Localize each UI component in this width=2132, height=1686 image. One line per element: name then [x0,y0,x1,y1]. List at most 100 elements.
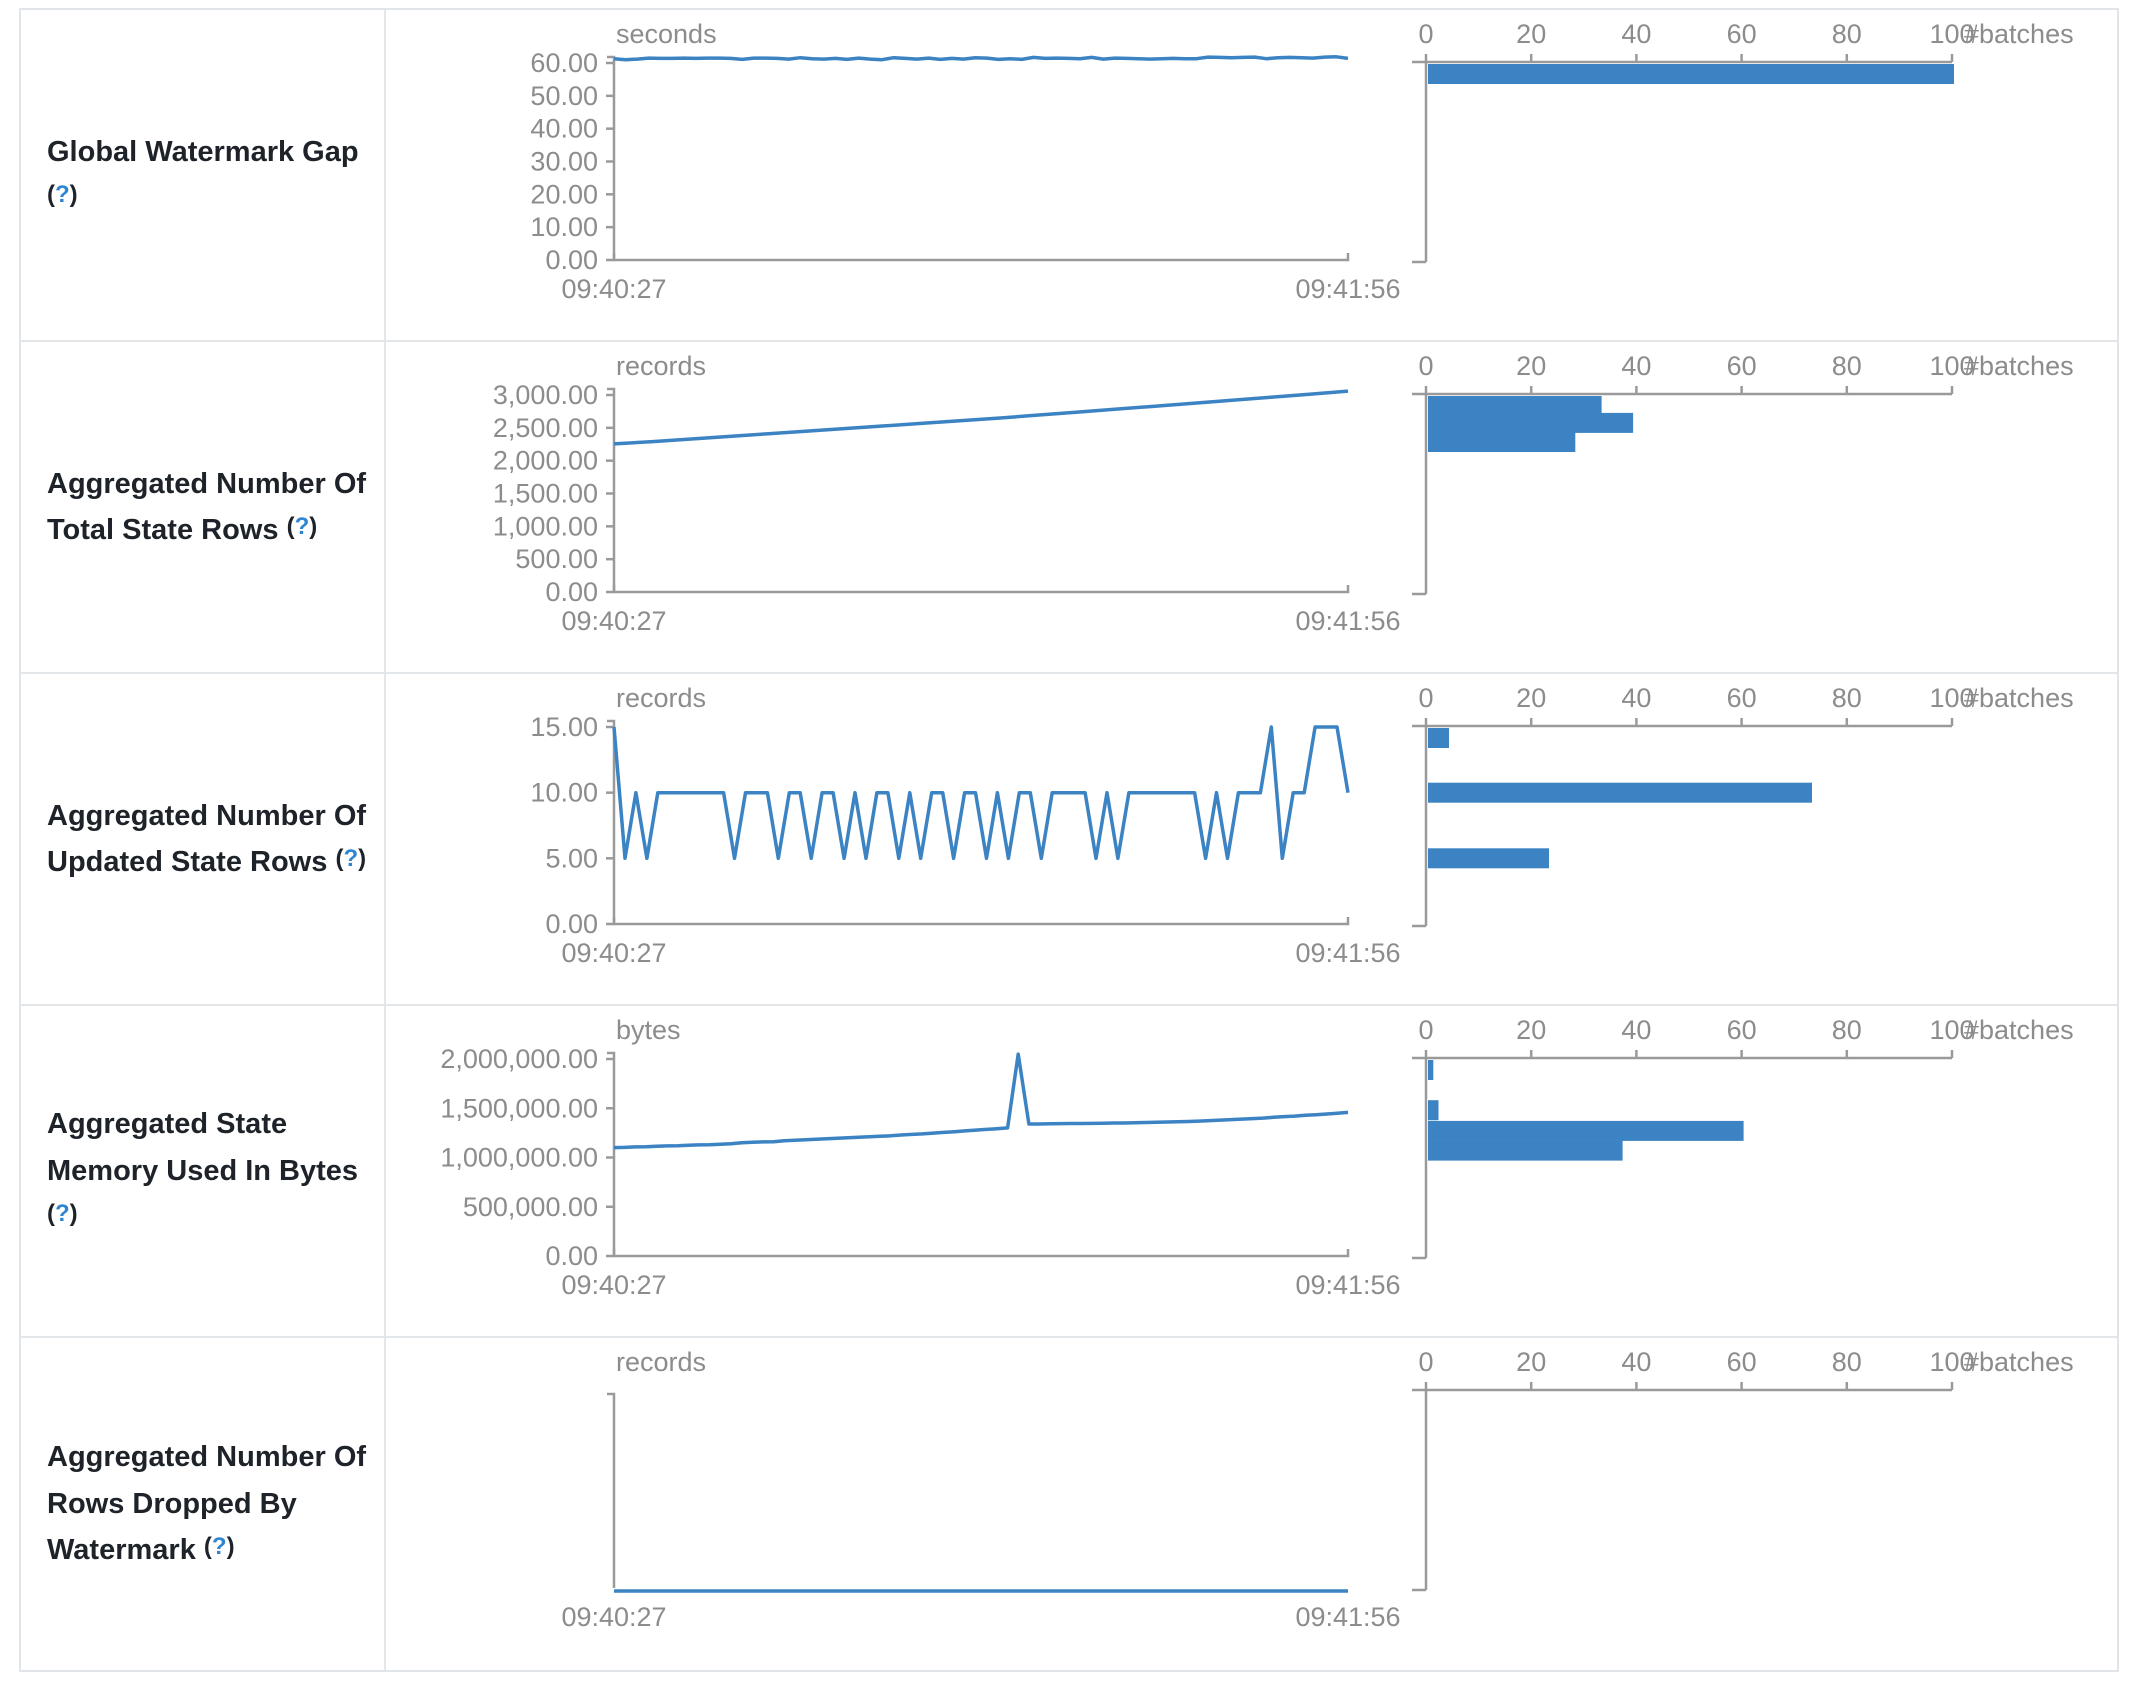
batches-tick-label: 100 [1929,1347,1974,1377]
batches-tick-label: 60 [1727,683,1757,713]
metric-title-text: Aggregated Number Of Total State Rows [47,467,367,546]
histogram-bar [1428,1140,1623,1161]
batches-tick-label: 100 [1929,351,1974,381]
x-end-label: 09:41:56 [1295,606,1400,636]
help-marker[interactable]: (?) [47,1200,78,1228]
help-question-icon[interactable]: ? [343,845,359,872]
batches-tick-label: 40 [1621,1347,1651,1377]
timeline-unit-label: seconds [616,19,717,49]
x-start-label: 09:40:27 [561,938,666,968]
histogram-axes [1412,1388,1952,1592]
batches-tick-label: 60 [1727,1347,1757,1377]
histogram-bar [1428,728,1449,748]
help-marker[interactable]: (?) [203,1533,235,1561]
timeline-y-axis [607,55,616,260]
timeline-line [613,55,1349,62]
y-tick-label: 50.00 [530,81,598,111]
help-marker[interactable]: (?) [286,513,318,540]
metric-label-cell: Aggregated Number Of Updated State Rows … [21,674,386,1004]
batches-tick-label: 0 [1418,1347,1433,1377]
metric-chart-cell: records 09:40:27 09:41:56 0 20 40 60 80 100 #batc… [386,1338,2117,1670]
batches-tick-label: 40 [1621,683,1651,713]
batches-tick-label: 0 [1418,19,1433,49]
batches-tick-label: 80 [1832,1347,1862,1377]
batches-tick-label: 60 [1727,19,1757,49]
metric-title-text: Global Watermark Gap [47,135,359,168]
histogram-chart: 0 20 40 60 80 100#batches [1412,351,2074,596]
y-tick-label: 2,000.00 [493,446,598,476]
histogram-chart: 0 20 40 60 80 100#batches [1412,1347,2074,1592]
batches-axis-label: #batches [1964,351,2074,381]
help-question-icon[interactable]: ? [55,1200,70,1228]
x-start-label: 09:40:27 [561,274,666,304]
metric-title: Aggregated State Memory Used In Bytes (?… [47,1101,382,1240]
histogram-axes [1412,392,1952,596]
help-marker[interactable]: (?) [47,181,78,208]
batches-tick-label: 20 [1516,1015,1546,1045]
timeline-y-axis [607,719,616,924]
help-marker[interactable]: (?) [335,845,367,872]
histogram-chart: 0 20 40 60 80 100#batches [1412,1015,2074,1260]
y-tick-label: 1,500,000.00 [440,1093,598,1123]
y-tick-label: 500,000.00 [463,1192,598,1222]
y-tick-label: 10.00 [530,778,598,808]
metric-label-cell: Aggregated State Memory Used In Bytes (?… [21,1006,386,1336]
batches-axis-label: #batches [1964,1015,2074,1045]
metric-row-rows-dropped-by-watermark: Aggregated Number Of Rows Dropped By Wat… [21,1338,2117,1670]
streaming-metrics-table: Global Watermark Gap (?) seconds 0.00 10.0… [19,8,2119,1672]
help-question-icon[interactable]: ? [55,181,70,208]
histogram-bar [1428,1100,1439,1121]
timeline-line [613,1052,1349,1150]
histogram-bar [1428,64,1954,84]
metric-chart-cell: records 0.00 5.00 10.00 15.00 09:40:27 09:41:5… [386,674,2117,1004]
histogram-axes [1412,60,1952,264]
timeline-histogram-chart: records 0.00 5.00 10.00 15.00 09:40:27 09:41:5… [530,683,2074,968]
timeline-chart: seconds 0.0010.0020.0030.0040.0050.0060.0… [530,19,1400,304]
y-tick-label: 5.00 [545,843,598,873]
metric-title-text: Aggregated Number Of Rows Dropped By Wat… [47,1441,367,1567]
metric-row-updated-state-rows: Aggregated Number Of Updated State Rows … [21,674,2117,1006]
y-tick-label: 2,500.00 [493,413,598,443]
timeline-y-axis [607,387,616,592]
timeline-x-axis [612,917,1350,926]
batches-tick-label: 60 [1727,351,1757,381]
batches-axis-label: #batches [1964,1347,2074,1377]
batches-tick-label: 80 [1832,19,1862,49]
y-tick-label: 60.00 [530,48,598,78]
metric-chart-cell: seconds 0.00 10.00 20.00 30.00 40.00 50.00 60.0… [386,10,2117,340]
x-start-label: 09:40:27 [561,1602,666,1632]
y-tick-label: 10.00 [530,212,598,242]
timeline-y-axis [607,1051,616,1256]
help-question-icon[interactable]: ? [294,513,310,540]
metric-row-total-state-rows: Aggregated Number Of Total State Rows (?… [21,342,2117,674]
histogram-axes [1412,1056,1952,1260]
metric-chart-cell: records 0.00 500.00 1,000.00 1,500.00 2,000.0… [386,342,2117,672]
batches-tick-label: 40 [1621,351,1651,381]
timeline-histogram-chart: bytes 0.00 500,000.00 1,000,000.00 1,500,000… [440,1015,2074,1300]
histogram-chart: 0 20 40 60 80 100#batches [1412,19,2074,264]
help-question-icon[interactable]: ? [211,1533,227,1561]
x-start-label: 09:40:27 [561,1270,666,1300]
x-end-label: 09:41:56 [1295,938,1400,968]
y-tick-label: 1,500.00 [493,479,598,509]
histogram-bar [1428,1120,1744,1141]
timeline-unit-label: records [616,1347,706,1377]
timeline-y-axis [607,1392,616,1588]
metric-row-global-watermark-gap: Global Watermark Gap (?) seconds 0.00 10.0… [21,10,2117,342]
y-tick-label: 0.00 [545,577,598,607]
batches-tick-label: 20 [1516,683,1546,713]
x-end-label: 09:41:56 [1295,1602,1400,1632]
y-tick-label: 20.00 [530,179,598,209]
y-tick-label: 0.00 [545,909,598,939]
batches-tick-label: 60 [1727,1015,1757,1045]
y-tick-label: 30.00 [530,147,598,177]
batches-tick-label: 40 [1621,1015,1651,1045]
x-end-label: 09:41:56 [1295,1270,1400,1300]
batches-tick-label: 0 [1418,683,1433,713]
y-tick-label: 15.00 [530,712,598,742]
metric-label-cell: Aggregated Number Of Rows Dropped By Wat… [21,1338,386,1670]
metric-title-text: Aggregated State Memory Used In Bytes [47,1108,359,1187]
timeline-x-axis [612,1249,1350,1258]
histogram-chart: 0 20 40 60 80 100#batches [1412,683,2074,928]
